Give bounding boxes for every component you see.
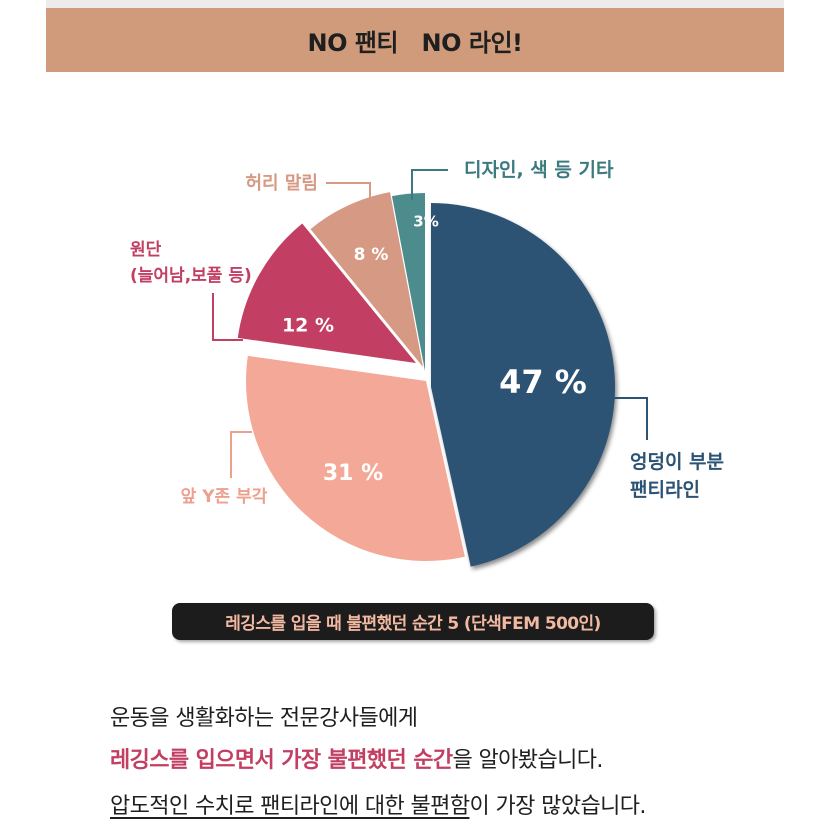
slice-value-label: 12 %: [282, 315, 334, 337]
description-line-3: 압도적인 수치로 팬티라인에 대한 불편함이 가장 많았습니다.: [110, 788, 646, 820]
pie-slice: [310, 192, 423, 367]
banner-title: NO 팬티 NO 라인!: [307, 28, 523, 57]
pie-slice: [431, 203, 615, 567]
description-text: 이 가장 많았습니다.: [469, 794, 646, 819]
leader-line: [411, 169, 448, 200]
description-text: 을 알아봤습니다.: [452, 748, 603, 773]
chart-title: 레깅스를 입을 때 불편했던 순간 5 (단색FEM 500인): [225, 614, 601, 634]
description-line-1: 운동을 생활화하는 전문강사들에게: [110, 700, 418, 732]
pie-slice: [237, 223, 416, 363]
description-underlined: 압도적인 수치로 팬티라인에 대한 불편함: [110, 794, 470, 819]
leader-line: [230, 431, 252, 478]
description-text: 운동을 생활화하는 전문강사들에게: [110, 706, 418, 731]
slice-label: 디자인, 색 등 기타: [464, 159, 614, 181]
slice-label: 엉덩이 부분: [630, 451, 724, 473]
description-highlight: 레깅스를 입으면서 가장 불편했던 순간: [110, 748, 453, 773]
slice-label: 허리 말림: [245, 173, 318, 194]
slice-label: 팬티라인: [630, 479, 700, 501]
slice-value-label: 31 %: [323, 461, 383, 486]
description-line-2: 레깅스를 입으면서 가장 불편했던 순간을 알아봤습니다.: [110, 742, 603, 774]
header-banner: NO 팬티 NO 라인!: [46, 8, 784, 72]
leader-line: [612, 397, 648, 440]
slice-label: (늘어남,보풀 등): [130, 266, 252, 286]
pie-slice: [391, 193, 425, 371]
slice-value-label: 3%: [413, 213, 438, 231]
slice-value-label: 47 %: [499, 363, 587, 401]
slice-value-label: 8 %: [354, 245, 389, 265]
leader-line: [212, 293, 243, 341]
top-divider: [46, 0, 784, 8]
slice-label: 앞 Y존 부각: [181, 487, 268, 507]
pie-slice: [246, 355, 465, 562]
chart-caption: 레깅스를 입을 때 불편했던 순간 5 (단색FEM 500인): [172, 603, 654, 640]
leader-line: [326, 182, 371, 226]
slice-label: 원단: [130, 240, 162, 260]
